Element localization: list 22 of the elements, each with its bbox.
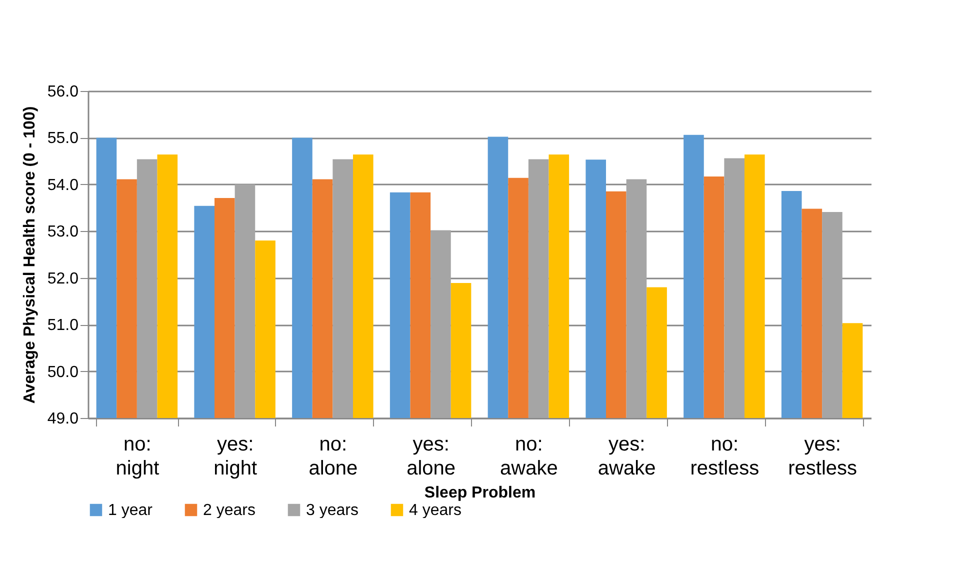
x-tick-label: yes: awake xyxy=(598,434,656,480)
legend-label: 2 years xyxy=(203,502,256,519)
x-tick-label: yes: night xyxy=(214,434,258,480)
y-tick-label: 53.0 xyxy=(47,224,79,241)
legend-label: 4 years xyxy=(409,502,462,519)
y-tick-label: 54.0 xyxy=(47,176,79,194)
x-tick-label: no: night xyxy=(116,434,160,480)
x-tick-label: no: alone xyxy=(308,434,358,480)
y-tick-label: 55.0 xyxy=(47,130,79,148)
y-tick-label: 49.0 xyxy=(47,410,79,428)
x-tick-label: no: awake xyxy=(500,434,558,480)
y-tick-label: 50.0 xyxy=(47,364,79,381)
y-tick-label: 51.0 xyxy=(47,317,79,334)
x-tick-label: no: restless xyxy=(690,434,760,480)
x-tick-label: yes: restless xyxy=(788,434,858,480)
x-tick-label: yes: alone xyxy=(406,434,456,480)
y-tick-label: 52.0 xyxy=(47,270,79,288)
y-tick-label: 56.0 xyxy=(47,84,79,100)
legend-label: 1 year xyxy=(108,502,154,519)
x-axis-title: Sleep Problem xyxy=(424,484,536,502)
legend-label: 3 years xyxy=(306,502,358,519)
y-axis-title: Average Physical Health score (0 - 100) xyxy=(21,106,38,404)
